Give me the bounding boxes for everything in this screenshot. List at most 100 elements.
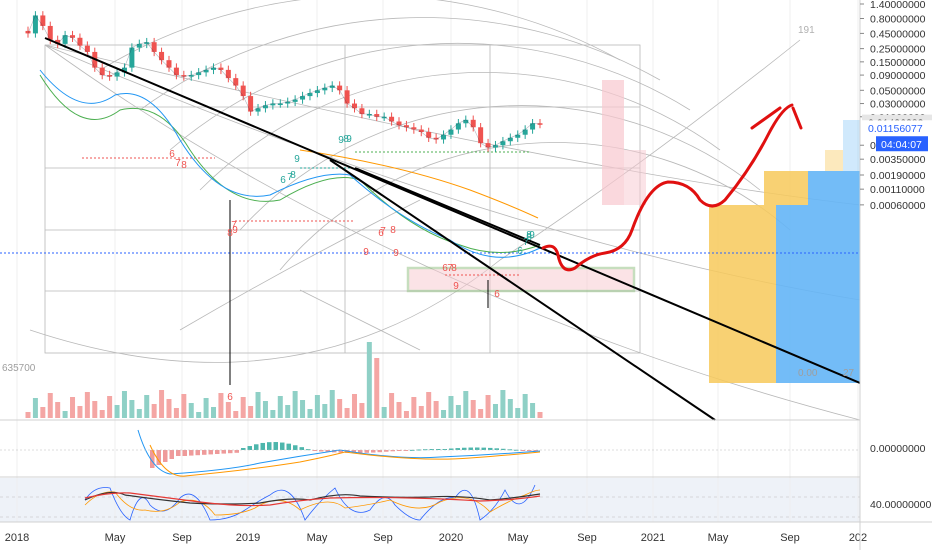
volume-bar xyxy=(129,400,135,418)
candle-body xyxy=(441,134,447,140)
price-label: 0.15000000 xyxy=(870,57,926,69)
countdown-badge xyxy=(876,136,928,152)
trendline-upper xyxy=(44,37,861,384)
macd-bar xyxy=(169,450,174,459)
price-axis[interactable]: 1.40000000 0.80000000 0.45000000 0.25000000… xyxy=(859,0,932,550)
volume-bar xyxy=(188,403,194,418)
volume-bar xyxy=(351,394,357,418)
ma-long-line xyxy=(299,149,539,219)
candle-body xyxy=(359,108,365,115)
macd-bar xyxy=(371,450,376,453)
volume-bar xyxy=(411,397,417,418)
macd-bar xyxy=(156,450,161,465)
volume-bar xyxy=(418,406,424,418)
volume-bar xyxy=(47,393,53,418)
volume-bar xyxy=(463,391,469,418)
candle-body xyxy=(515,134,521,138)
td-mark: 9 xyxy=(453,281,459,292)
candlestick-series xyxy=(25,11,543,152)
macd-bar xyxy=(228,450,233,454)
candle-body xyxy=(240,85,246,97)
projection-drawing xyxy=(541,103,803,272)
volume-bar xyxy=(99,410,105,418)
macd-bar xyxy=(475,447,480,450)
volume-bar xyxy=(121,391,127,418)
volume-bar xyxy=(403,411,409,418)
volume-bar xyxy=(211,407,217,418)
volume-bar xyxy=(530,403,536,418)
price-label: 0.05000000 xyxy=(870,85,926,97)
macd-pane[interactable] xyxy=(0,429,860,477)
td-mark: 9 xyxy=(363,247,369,258)
volume-bar xyxy=(25,412,31,418)
level-price-badge xyxy=(862,120,932,136)
value-tail-label: 27 xyxy=(843,368,855,379)
volume-bar xyxy=(166,399,172,418)
price-label: 0.03000000 xyxy=(870,99,926,111)
candle-body xyxy=(507,137,513,142)
candle-body xyxy=(159,51,165,61)
macd-bar xyxy=(416,449,421,451)
volume-bar xyxy=(181,394,187,418)
candle-body xyxy=(530,123,536,130)
time-label: Sep xyxy=(172,532,192,544)
macd-bar xyxy=(280,442,285,450)
macd-bar xyxy=(189,450,194,456)
ema-slow-line xyxy=(39,74,541,253)
macd-line xyxy=(137,429,541,475)
macd-bar xyxy=(182,450,187,456)
volume-bar xyxy=(359,403,365,418)
macd-bar xyxy=(397,450,402,451)
time-label: May xyxy=(105,532,126,544)
candle-body xyxy=(55,39,61,44)
time-label: May xyxy=(508,532,529,544)
volume-histogram xyxy=(25,342,543,418)
time-axis[interactable]: 2018 May Sep 2019 May Sep 2020 May Sep 2021 May Sep… xyxy=(5,532,867,544)
macd-bar xyxy=(254,444,259,450)
fib-arc xyxy=(239,105,761,231)
candle-body xyxy=(374,114,380,117)
time-label: Sep xyxy=(780,532,800,544)
rsi-ma-line xyxy=(84,492,541,507)
candle-body xyxy=(32,15,38,34)
volume-bar xyxy=(262,401,268,418)
projection-box xyxy=(602,80,624,205)
volume-bar xyxy=(70,397,76,418)
volume-bar xyxy=(248,406,254,418)
fib-arc xyxy=(139,17,661,111)
projection-box xyxy=(624,150,646,205)
stoch-pane[interactable] xyxy=(0,484,860,521)
candle-body xyxy=(211,67,217,70)
macd-bar xyxy=(358,450,363,453)
candle-body xyxy=(285,101,291,104)
td-mark: 8 xyxy=(390,225,396,236)
candle-body xyxy=(218,67,224,70)
volume-bar xyxy=(396,402,402,418)
volume-bar xyxy=(55,402,61,418)
volume-bar xyxy=(107,396,113,418)
volume-bar xyxy=(381,407,387,418)
candle-body xyxy=(426,131,432,138)
macd-bar xyxy=(410,449,415,451)
volume-bar xyxy=(448,396,454,418)
candle-body xyxy=(84,45,90,52)
macd-bar xyxy=(351,450,356,453)
price-label: 0.00060000 xyxy=(870,200,926,212)
macd-bar xyxy=(306,449,311,451)
volume-bar xyxy=(270,410,276,418)
candle-body xyxy=(203,69,209,73)
reference-lines xyxy=(0,151,860,276)
volume-bar xyxy=(478,409,484,418)
candle-body xyxy=(255,108,261,112)
fib-label: 191 xyxy=(798,25,815,36)
price-label: 0.09000000 xyxy=(870,70,926,82)
candle-body xyxy=(292,99,298,102)
volume-bar xyxy=(515,408,521,418)
macd-bar xyxy=(481,447,486,450)
macd-bar xyxy=(527,450,532,451)
td-mark: 6 xyxy=(169,149,175,160)
candle-body xyxy=(188,75,194,77)
